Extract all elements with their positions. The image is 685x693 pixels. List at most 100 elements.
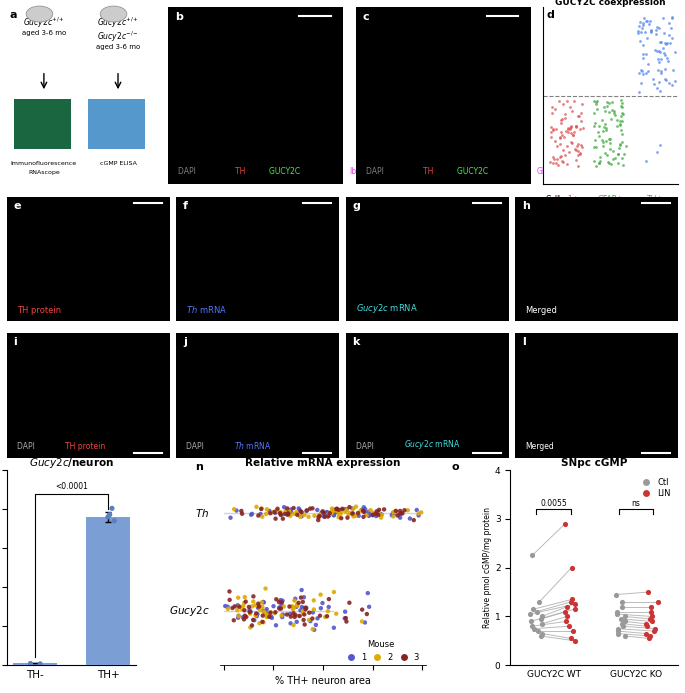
Point	[564, 102, 575, 113]
Point	[349, 510, 360, 521]
Point	[669, 76, 680, 87]
Point	[371, 506, 382, 517]
Point	[608, 146, 619, 157]
Point	[339, 613, 350, 624]
Point	[307, 624, 318, 635]
Point	[559, 113, 570, 124]
Point	[229, 504, 240, 515]
Point	[559, 150, 570, 161]
Point	[660, 73, 671, 85]
Point	[566, 106, 577, 117]
Text: 0%: 0%	[605, 213, 616, 222]
Point	[616, 100, 627, 112]
Point	[661, 38, 672, 49]
Point	[344, 502, 355, 513]
Point	[547, 151, 558, 162]
Point	[254, 601, 265, 612]
Point	[225, 512, 236, 523]
Point	[367, 509, 378, 520]
Point	[233, 610, 244, 621]
Text: n: n	[195, 462, 203, 472]
Point	[319, 507, 329, 518]
Point	[255, 509, 266, 520]
Text: GUCY2C: GUCY2C	[457, 166, 490, 175]
Point	[610, 152, 621, 164]
Point	[259, 607, 270, 618]
Point	[317, 597, 328, 608]
Point	[592, 103, 603, 114]
Point	[601, 135, 612, 146]
Point	[612, 606, 623, 617]
Point	[336, 507, 347, 518]
Point	[262, 610, 273, 621]
Point	[256, 503, 267, 514]
Point	[638, 53, 649, 64]
Point	[565, 123, 576, 134]
Y-axis label: Relative pmol cGMP/mg protein: Relative pmol cGMP/mg protein	[483, 507, 492, 628]
Point	[614, 116, 625, 127]
Point	[280, 505, 291, 516]
Point	[364, 509, 375, 520]
Point	[276, 610, 287, 621]
Point	[575, 116, 586, 127]
Point	[534, 596, 545, 607]
Point	[656, 67, 667, 78]
Point	[636, 22, 647, 33]
Point	[613, 148, 624, 159]
Point	[292, 600, 303, 611]
Point	[653, 56, 664, 67]
Point	[344, 597, 355, 608]
Text: DAPI: DAPI	[16, 442, 37, 451]
Point	[598, 102, 609, 113]
Text: Iba1: Iba1	[349, 166, 366, 175]
Point	[252, 608, 263, 620]
Point	[323, 594, 334, 605]
Point	[566, 137, 577, 148]
Point	[556, 155, 567, 166]
Point	[649, 623, 660, 634]
Point	[250, 599, 261, 611]
Point	[365, 505, 376, 516]
Point	[638, 19, 649, 30]
Point	[363, 507, 374, 518]
Text: Iba1+: Iba1+	[556, 195, 579, 204]
Text: i: i	[14, 337, 17, 347]
Point	[620, 631, 631, 642]
Point	[358, 506, 369, 517]
Text: ns: ns	[632, 499, 640, 508]
Point	[656, 37, 667, 48]
Text: TH protein: TH protein	[16, 306, 61, 315]
Point	[373, 507, 384, 518]
Point	[367, 510, 378, 521]
Point	[332, 506, 343, 517]
Point	[301, 602, 312, 613]
Point	[621, 141, 632, 152]
Title: $\it{Gucy2c}$/neuron: $\it{Gucy2c}$/neuron	[29, 456, 114, 470]
Point	[618, 108, 629, 119]
Point	[640, 67, 651, 78]
Bar	[86, 517, 130, 665]
Text: TH: TH	[235, 166, 248, 175]
Point	[643, 66, 653, 77]
Point	[284, 506, 295, 517]
Point	[358, 511, 369, 523]
Point	[245, 622, 256, 633]
Point	[332, 503, 342, 514]
Point	[333, 505, 344, 516]
Point	[247, 620, 258, 631]
Point	[261, 611, 272, 622]
X-axis label: % TH+ neuron area: % TH+ neuron area	[275, 676, 371, 686]
Point	[598, 141, 609, 152]
Point	[649, 78, 660, 89]
Point	[653, 64, 664, 76]
Point	[314, 509, 325, 520]
Point	[228, 615, 239, 626]
Point	[361, 509, 372, 520]
Point	[295, 605, 306, 616]
Point	[331, 608, 342, 620]
Point	[615, 139, 626, 150]
Point	[638, 12, 649, 24]
Point	[667, 13, 677, 24]
Point	[293, 597, 304, 608]
Point	[667, 32, 677, 43]
